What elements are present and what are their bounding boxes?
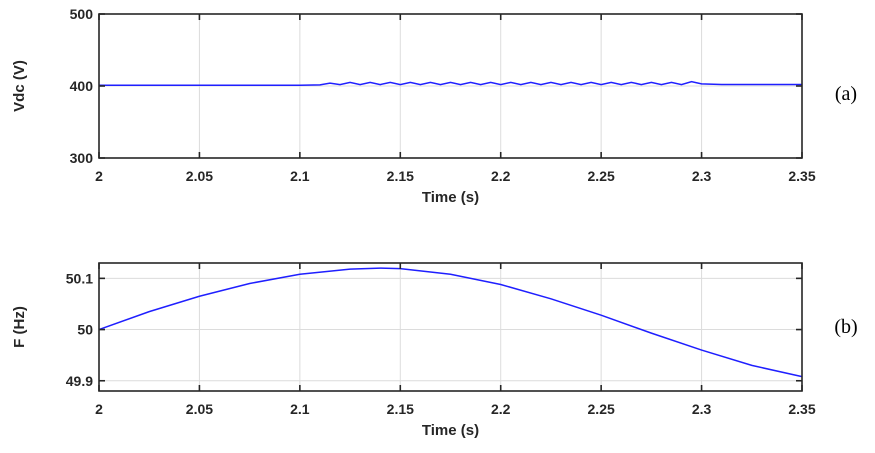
panel-a-label: (a): [835, 83, 857, 105]
panel-b-x-tick-label: 2: [95, 401, 103, 417]
panel-a-y-tick-label: 400: [70, 78, 94, 94]
panel-a-x-tick-label: 2.2: [491, 168, 511, 184]
panel-a-x-tick-label: 2.25: [588, 168, 615, 184]
panel-b-plot-frame: [98, 262, 803, 392]
panel-b-x-axis-label: Time (s): [422, 422, 479, 439]
panel-a-y-axis-label: Vdc (V): [11, 60, 28, 112]
panel-b-x-tick-label: 2.05: [186, 401, 213, 417]
panel-b-frequency-plot: 2 2.05 2.1 2.15 2.2 2.25 2.3 2.35 49.9 50 50.1 Ti…: [11, 262, 858, 439]
panel-a-y-tick-labels: 300 400 500: [70, 6, 94, 166]
panel-b-frequency-series-line: [98, 267, 803, 378]
panel-a-y-tick-label: 300: [70, 150, 94, 166]
panel-a-x-axis-label: Time (s): [422, 189, 479, 206]
panel-a-x-tick-label: 2.35: [788, 168, 815, 184]
panel-a-x-tick-label: 2.1: [290, 168, 310, 184]
panel-b-x-tick-labels: 2 2.05 2.1 2.15 2.2 2.25 2.3 2.35: [95, 401, 816, 417]
panel-b-x-tick-label: 2.15: [387, 401, 414, 417]
panel-b-x-tick-label: 2.2: [491, 401, 511, 417]
panel-b-y-tick-label: 50: [77, 322, 93, 338]
panel-b-tick-marks: [98, 263, 803, 391]
panel-b-x-tick-label: 2.1: [290, 401, 310, 417]
panel-a-y-tick-label: 500: [70, 6, 94, 22]
panel-a-x-tick-label: 2.05: [186, 168, 213, 184]
panel-b-x-tick-label: 2.25: [588, 401, 615, 417]
panel-a-x-tick-label: 2.3: [692, 168, 712, 184]
panel-b-grid: [98, 263, 803, 391]
panel-b-x-tick-label: 2.3: [692, 401, 712, 417]
panel-b-y-tick-label: 50.1: [66, 270, 93, 286]
panel-b-y-tick-labels: 49.9 50 50.1: [66, 270, 93, 388]
panel-b-x-tick-label: 2.35: [788, 401, 815, 417]
panel-a-vdc-plot: 2 2.05 2.1 2.15 2.2 2.25 2.3 2.35 300 400 500 Tim…: [11, 6, 857, 206]
panel-a-tick-marks: [98, 13, 803, 159]
panel-a-x-tick-labels: 2 2.05 2.1 2.15 2.2 2.25 2.3 2.35: [95, 168, 816, 184]
panel-a-vdc-series-line: [99, 80, 802, 87]
panel-b-label: (b): [834, 316, 857, 338]
panel-b-y-axis-label: F (Hz): [11, 306, 28, 348]
panel-a-x-tick-label: 2.15: [387, 168, 414, 184]
panel-b-y-tick-label: 49.9: [66, 373, 93, 389]
panel-a-x-tick-label: 2: [95, 168, 103, 184]
